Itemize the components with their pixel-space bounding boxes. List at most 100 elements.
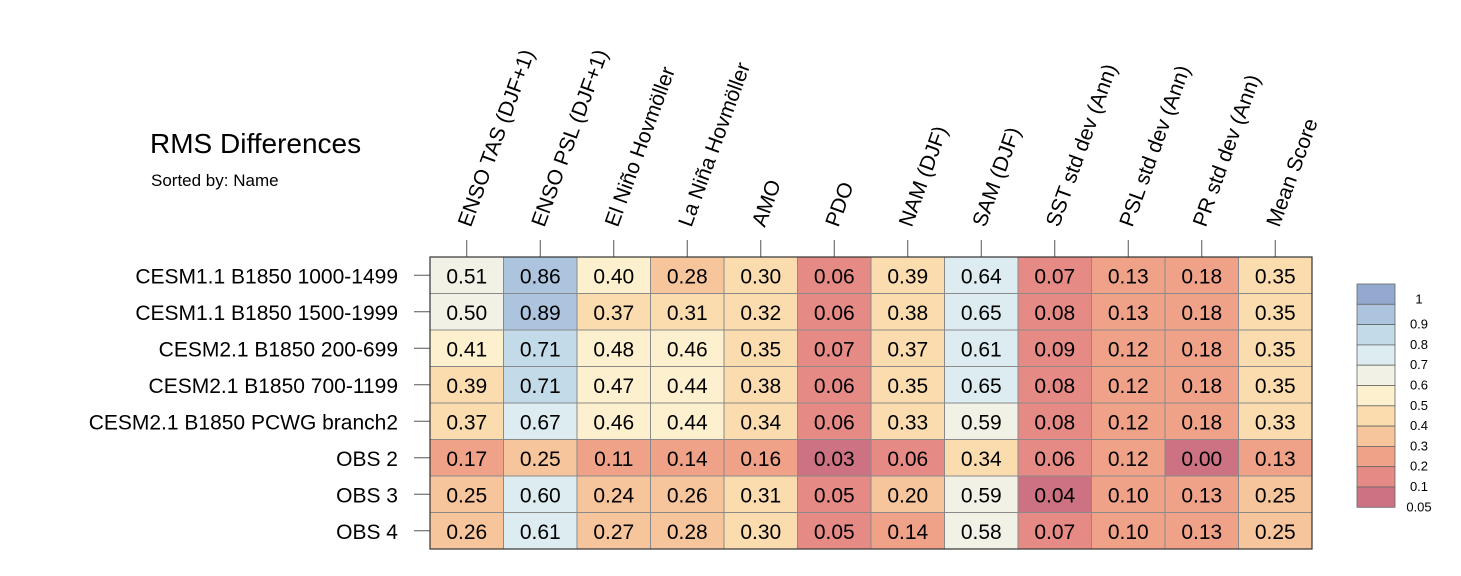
heatmap-cell [429,329,504,367]
heatmap-cell [650,439,725,477]
cell-value: 0.06 [1034,448,1075,471]
heatmap-cell [797,329,872,367]
cell-value: 0.61 [520,521,561,544]
cell-value: 0.64 [961,265,1002,288]
colorbar-label: 0.5 [1410,398,1428,413]
heatmap-cell [870,512,945,550]
cell-value: 0.35 [1255,302,1296,325]
cell-value: 0.47 [593,375,634,398]
cell-value: 0.07 [1034,265,1075,288]
heatmap-cell [797,512,872,550]
cell-value: 0.17 [446,448,487,471]
cell-value: 0.05 [814,484,855,507]
column-ticks [466,240,1276,257]
heatmap-cell [1017,512,1092,550]
cell-value: 0.08 [1034,411,1075,434]
cell-value: 0.44 [667,411,708,434]
row-label: OBS 4 [336,521,398,544]
heatmap-cell [1017,402,1092,440]
heatmap-cell [503,439,578,477]
heatmap-cell [944,293,1019,331]
heatmap-cell [503,366,578,404]
heatmap-cell [797,475,872,513]
heatmap-cell [870,439,945,477]
colorbar-swatch [1356,405,1396,427]
colorbar-label: 0.05 [1406,499,1431,514]
cell-value: 0.25 [446,484,487,507]
cell-value: 0.39 [887,265,928,288]
cell-value: 0.41 [446,338,487,361]
heatmap-cell [944,256,1019,294]
colorbar-label: 0.4 [1410,418,1428,433]
cell-value: 0.37 [593,302,634,325]
cell-value: 0.06 [814,411,855,434]
heatmap-cell [797,366,872,404]
cell-value: 0.25 [1255,521,1296,544]
colorbar-swatch [1356,324,1396,346]
column-header: PDO [821,179,858,230]
heatmap-cell [870,329,945,367]
column-header: El Niño Hovmöller [601,64,680,230]
heatmap-cell [1238,256,1313,294]
heatmap-cell [503,256,578,294]
row-label: CESM2.1 B1850 200-699 [159,338,398,361]
heatmap-cell [944,402,1019,440]
heatmap-cell [944,475,1019,513]
heatmap-cell [1091,402,1166,440]
column-header: ENSO PSL (DJF+1) [527,47,612,230]
cell-value: 0.20 [887,484,928,507]
heatmap-cell [503,402,578,440]
heatmap-cell [1164,439,1239,477]
heatmap-cell [1091,512,1166,550]
heatmap-cell [1238,512,1313,550]
heatmap-cell [797,293,872,331]
cell-value: 0.58 [961,521,1002,544]
cell-value: 0.33 [887,411,928,434]
cell-value: 0.86 [520,265,561,288]
chart-title: RMS Differences [150,128,361,159]
cell-value: 0.71 [520,338,561,361]
heatmap-cell [1238,329,1313,367]
colorbar-swatch [1356,466,1396,488]
cell-value: 0.40 [593,265,634,288]
cell-value: 0.89 [520,302,561,325]
cell-value: 0.37 [887,338,928,361]
cell-value: 0.33 [1255,411,1296,434]
cell-value: 0.44 [667,375,708,398]
cell-value: 0.14 [887,521,928,544]
cell-value: 0.13 [1181,484,1222,507]
row-label: OBS 3 [336,484,398,507]
row-label: CESM1.1 B1850 1000-1499 [135,265,398,288]
cell-value: 0.35 [887,375,928,398]
cell-value: 0.18 [1181,265,1222,288]
heatmap-cell [503,293,578,331]
cell-value: 0.61 [961,338,1002,361]
cell-value: 0.38 [887,302,928,325]
column-headers: ENSO TAS (DJF+1)ENSO PSL (DJF+1)El Niño … [454,47,1323,230]
cell-value: 0.35 [1255,375,1296,398]
heatmap-cell [576,256,651,294]
cell-value: 0.12 [1108,375,1149,398]
cell-value: 0.67 [520,411,561,434]
cell-value: 0.12 [1108,411,1149,434]
cell-value: 0.28 [667,521,708,544]
heatmap-cells: 0.51 0.86 0.40 0.28 0.30 0.06 0.39 0.64 0.07 0.13… [429,256,1313,550]
cell-value: 0.65 [961,375,1002,398]
heatmap-cell [429,402,504,440]
row-label: CESM2.1 B1850 PCWG branch2 [89,411,398,434]
cell-value: 0.13 [1255,448,1296,471]
heatmap-cell [1091,329,1166,367]
heatmap-cell [1091,256,1166,294]
heatmap-cell [723,439,798,477]
cell-value: 0.14 [667,448,708,471]
cell-value: 0.00 [1181,448,1222,471]
cell-value: 0.08 [1034,302,1075,325]
cell-value: 0.25 [520,448,561,471]
cell-value: 0.46 [667,338,708,361]
row-labels: CESM1.1 B1850 1000-1499 CESM1.1 B1850 150… [89,265,430,544]
column-header: Mean Score [1262,115,1322,229]
column-header: NAM (DJF) [895,123,953,230]
colorbar-label: 0.7 [1410,357,1428,372]
cell-value: 0.03 [814,448,855,471]
